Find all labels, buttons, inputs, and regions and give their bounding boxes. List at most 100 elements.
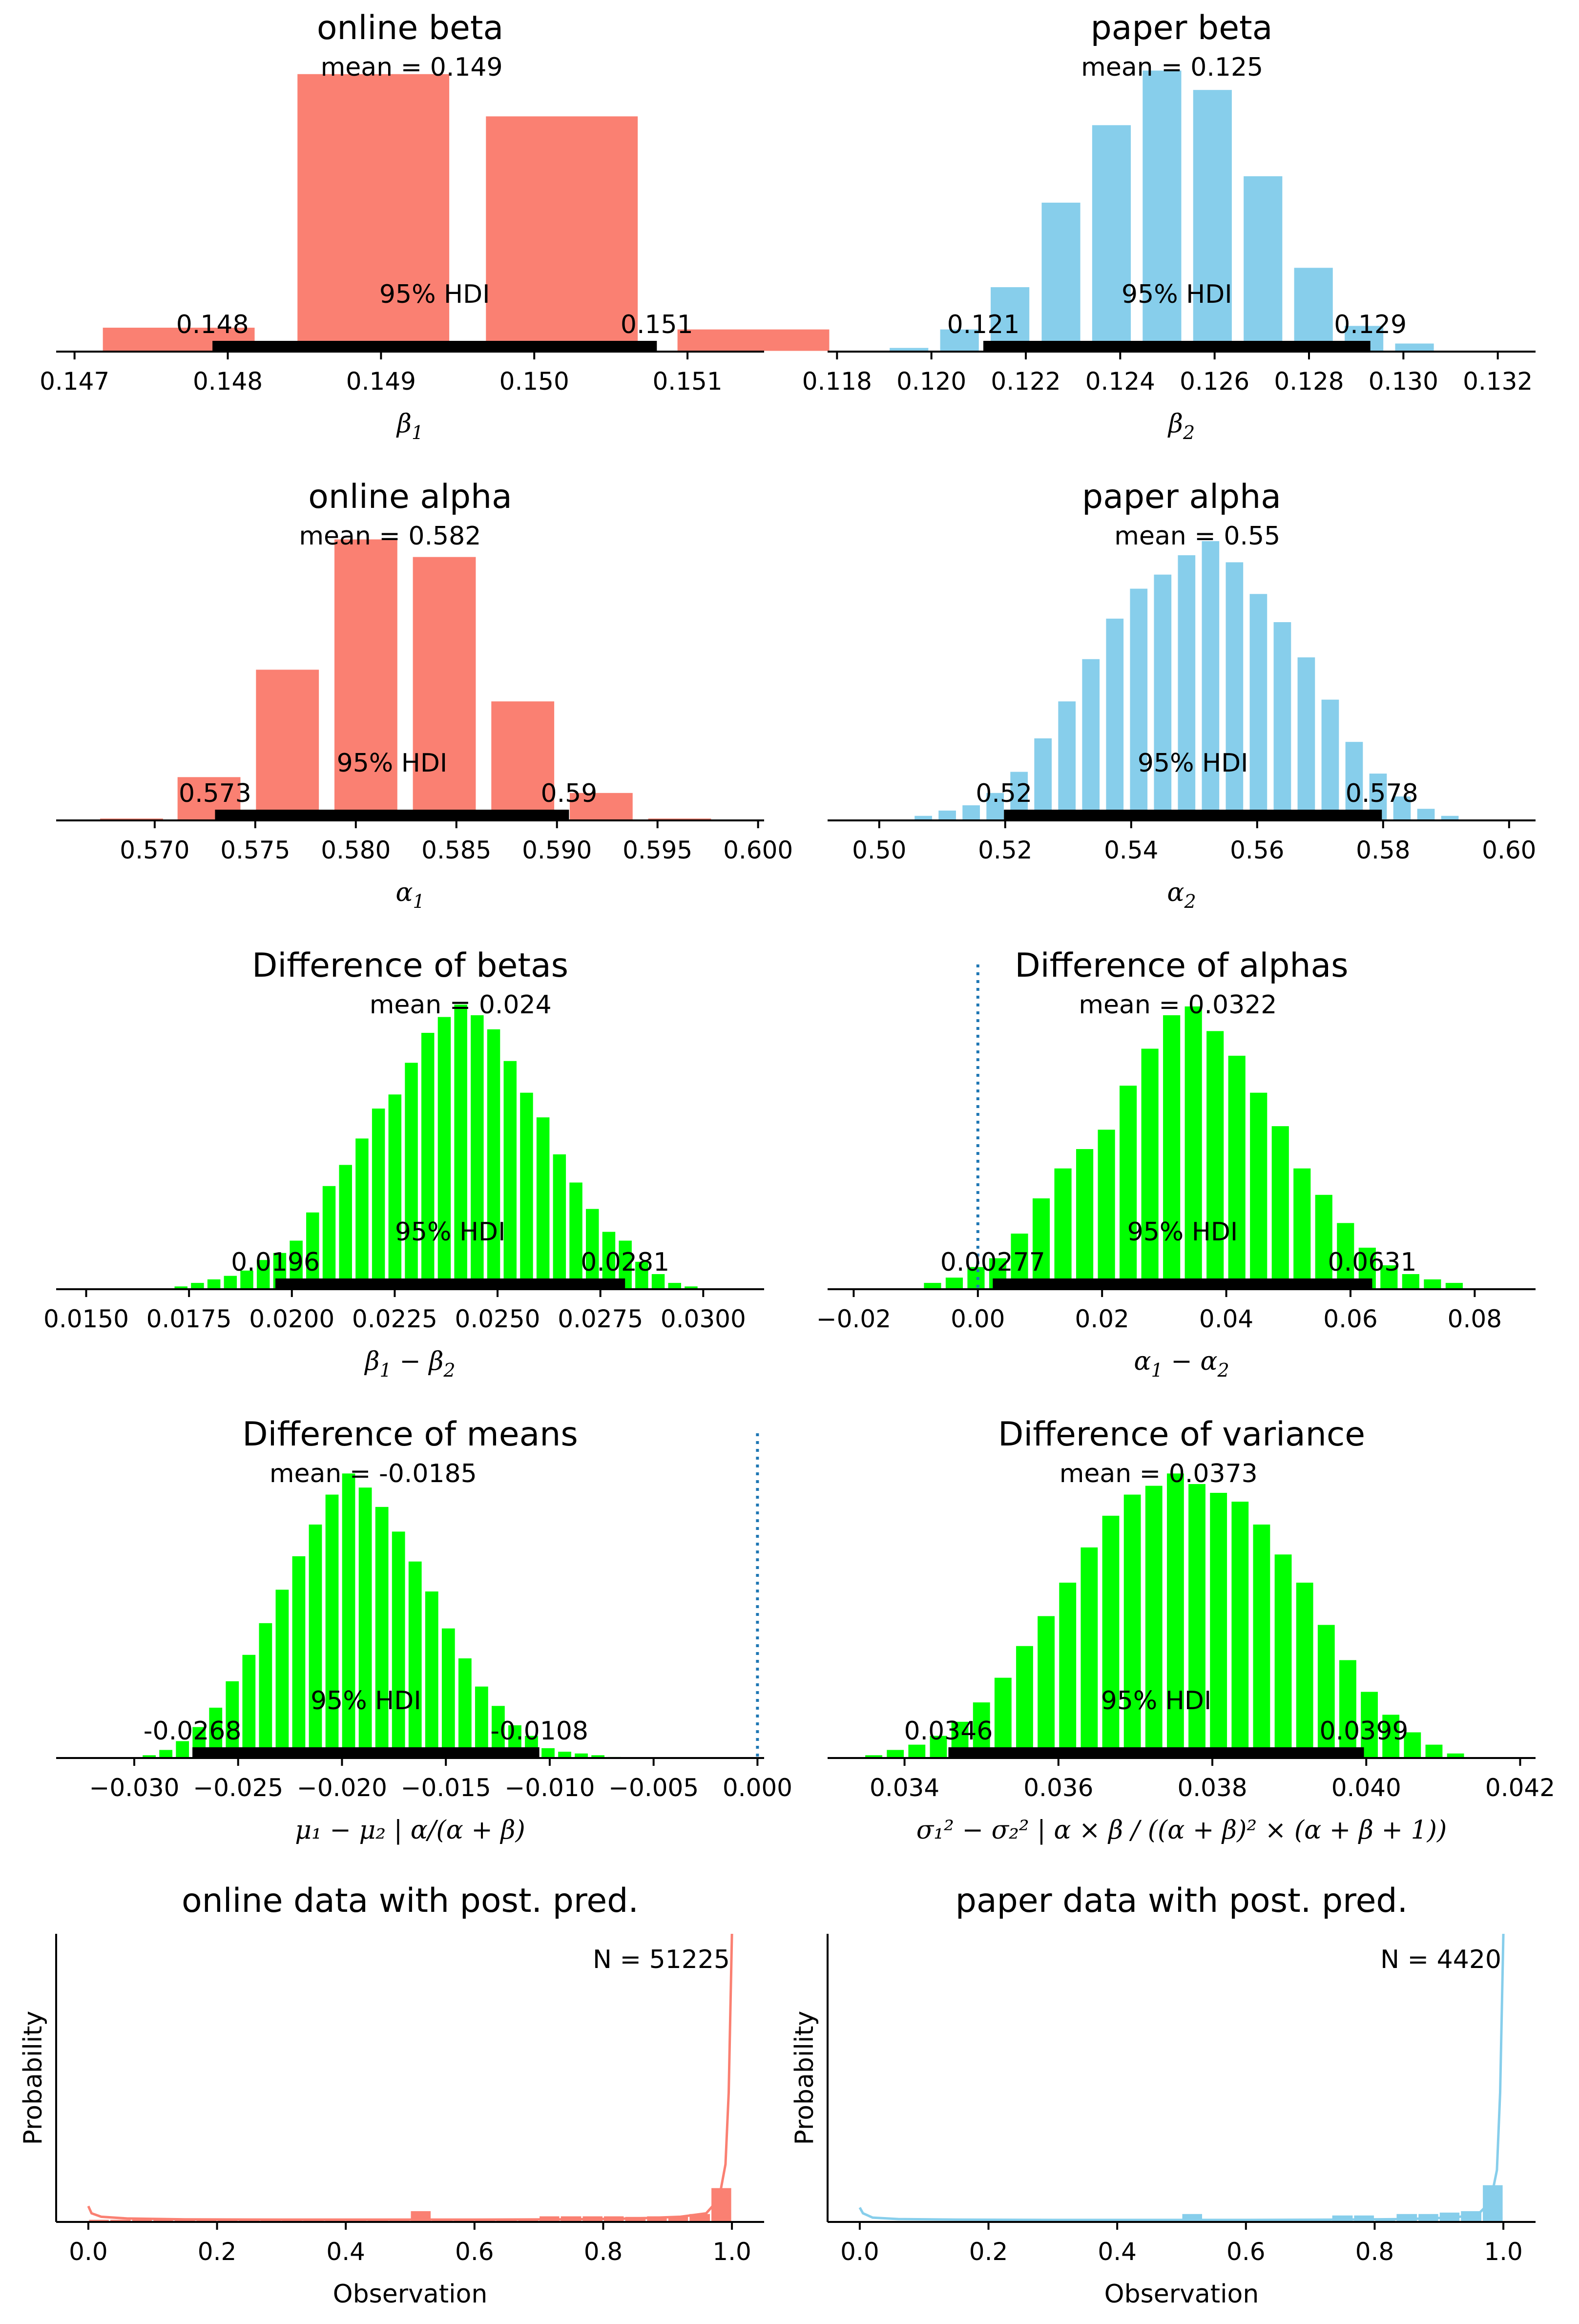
bar: [440, 1627, 457, 1759]
hdi-label: 95% HDI: [1127, 1217, 1238, 1247]
bar: [1270, 1125, 1290, 1290]
hdi-low-label: 0.0346: [904, 1717, 993, 1746]
bar: [374, 1505, 390, 1759]
chart-online-data-with-post-pred-: online data with post. pred. Probability 0…: [19, 1882, 764, 2309]
bar: [387, 1093, 403, 1290]
chart-paper-beta: paper beta 0.118 0.120 0.122 0.124 0.126 0.128…: [802, 9, 1536, 443]
bar: [993, 1676, 1013, 1759]
bar: [885, 1748, 906, 1759]
bar: [222, 1274, 239, 1290]
bar: [1143, 1484, 1164, 1759]
bar: [1393, 342, 1435, 353]
bar: [938, 328, 980, 353]
bar: [1096, 1128, 1117, 1290]
bar: [1242, 174, 1284, 353]
chart-difference-of-betas: Difference of betas 0.0150 0.0175 0.0200 0.0…: [43, 946, 764, 1381]
chart-title: paper data with post. pred.: [956, 1882, 1408, 1920]
hdi-label: 95% HDI: [311, 1686, 421, 1716]
bar: [307, 1523, 324, 1759]
bar: [1444, 1281, 1464, 1290]
chart-difference-of-variance: Difference of variance 0.034 0.036 0.038 0.0…: [828, 1415, 1555, 1845]
bar: [324, 1493, 340, 1759]
bar: [1292, 266, 1334, 353]
mean-label: mean = -0.0185: [270, 1459, 477, 1488]
bar: [291, 1554, 307, 1759]
bar: [922, 1281, 943, 1290]
hdi-label: 95% HDI: [1138, 749, 1248, 778]
bar: [357, 1486, 374, 1759]
bar: [1248, 1091, 1269, 1290]
x-tick-label: 0.130: [1369, 367, 1438, 396]
hdi-bar: [948, 1747, 1364, 1758]
bar: [423, 1590, 440, 1759]
x-tick-label: 1.0: [1484, 2238, 1523, 2266]
x-tick-label: 0.0175: [146, 1305, 232, 1333]
x-tick-label: 0.600: [723, 836, 793, 864]
x-tick-label: 0.034: [870, 1774, 939, 1802]
x-tick-label: 0.575: [220, 836, 290, 864]
bar: [485, 1027, 502, 1290]
bar: [1015, 1644, 1035, 1759]
x-tick-label: 0.4: [326, 2238, 365, 2266]
bar: [502, 1059, 518, 1290]
bar: [419, 1031, 436, 1290]
bar: [1075, 1148, 1095, 1290]
chart-difference-of-alphas: Difference of alphas −0.02 0.00 0.02 0.04 0.0…: [816, 946, 1536, 1381]
bar: [189, 1281, 206, 1290]
bar: [676, 328, 831, 353]
hdi-label: 95% HDI: [395, 1217, 506, 1247]
bar: [557, 1750, 573, 1759]
bar: [1090, 124, 1133, 353]
x-tick-label: −0.015: [401, 1774, 491, 1802]
bar: [937, 809, 957, 821]
bar: [206, 1277, 222, 1290]
posterior-predictive-curve: [858, 1933, 1505, 2221]
hdi-bar: [215, 810, 569, 820]
bar: [568, 791, 634, 821]
x-tick-label: 0.0225: [352, 1305, 437, 1333]
x-tick-label: 0.122: [991, 367, 1060, 396]
x-tick-label: 0.000: [723, 1774, 792, 1802]
x-tick-label: 0.126: [1180, 367, 1249, 396]
bar: [1335, 1221, 1356, 1290]
x-tick-label: 0.0275: [558, 1305, 643, 1333]
hdi-bar: [1004, 810, 1382, 820]
bar: [332, 538, 399, 821]
x-tick-label: 0.00: [951, 1305, 1005, 1333]
chart-title: online alpha: [308, 478, 512, 516]
bar: [1422, 1277, 1443, 1290]
bar: [944, 1276, 965, 1290]
x-tick-label: 0.0: [840, 2238, 879, 2266]
bar: [1481, 2183, 1504, 2223]
bar: [241, 1653, 257, 1759]
x-tick-label: 0.038: [1177, 1774, 1247, 1802]
chart-title: online beta: [317, 9, 503, 47]
chart-online-alpha: online alpha 0.570 0.575 0.580 0.585 0.590 0.5…: [56, 478, 793, 912]
bar: [255, 1258, 271, 1290]
hdi-low-label: 0.573: [179, 779, 251, 808]
bar: [928, 1734, 949, 1759]
bar: [254, 668, 321, 821]
x-tick-label: 0.148: [193, 367, 263, 396]
bar: [101, 326, 256, 353]
bar: [403, 1061, 419, 1290]
x-tick-label: 1.0: [712, 2238, 751, 2266]
bar: [584, 1207, 601, 1290]
bar: [1294, 1581, 1315, 1759]
hdi-bar: [983, 341, 1371, 352]
hdi-bar: [275, 1278, 625, 1289]
x-tick-label: 0.08: [1448, 1305, 1502, 1333]
bar: [540, 1746, 556, 1759]
hdi-low-label: 0.00277: [940, 1248, 1045, 1277]
hdi-high-label: -0.0108: [490, 1717, 588, 1746]
bar: [1272, 621, 1293, 821]
bar: [390, 1530, 407, 1759]
bar: [1118, 1084, 1139, 1290]
bar: [535, 1116, 551, 1290]
hdi-high-label: 0.129: [1334, 310, 1407, 339]
chart-title: Difference of betas: [252, 946, 568, 985]
x-axis-label: σ₁² − σ₂² | α × β / ((α + β)² × (α + β +…: [916, 1816, 1447, 1845]
bar: [1205, 1029, 1226, 1290]
bar: [985, 791, 1006, 821]
x-tick-label: 0.8: [1355, 2238, 1394, 2266]
